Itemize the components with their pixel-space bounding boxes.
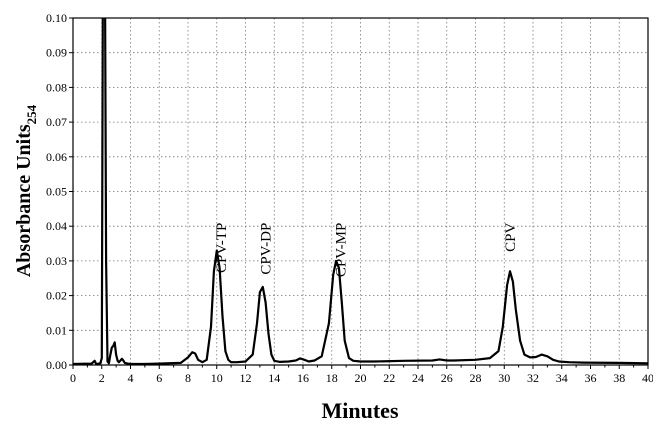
plot-frame [72, 17, 649, 366]
x-tick-label: 4 [128, 371, 134, 385]
x-tick-label: 12 [240, 371, 252, 385]
y-axis-title-main: Absorbance Units [13, 124, 35, 277]
x-tick-label: 18 [326, 371, 338, 385]
x-tick-label: 26 [441, 371, 453, 385]
x-axis-title: Minutes [322, 398, 399, 421]
y-tick-label: 0.01 [46, 323, 67, 337]
x-tick-label: 28 [470, 371, 482, 385]
x-axis-ticks: 0 2 4 6 8 10 12 14 16 18 20 22 24 26 28 30 32 34 36 38 40 [70, 365, 653, 385]
x-tick-label: 10 [211, 371, 223, 385]
x-tick-label: 22 [383, 371, 395, 385]
y-tick-label: 0.02 [46, 289, 67, 303]
x-tick-label: 24 [412, 371, 424, 385]
x-tick-label: 40 [642, 371, 653, 385]
x-tick-label: 2 [99, 371, 105, 385]
y-tick-label: 0.10 [46, 11, 67, 25]
y-tick-label: 0.03 [46, 254, 67, 268]
y-tick-label: 0.08 [46, 80, 67, 94]
x-tick-label: 36 [585, 371, 597, 385]
x-tick-label: 6 [156, 371, 162, 385]
peak-label: CPV [503, 223, 519, 252]
x-tick-label: 32 [527, 371, 539, 385]
x-tick-label: 34 [556, 371, 568, 385]
y-tick-label: 0.04 [46, 219, 67, 233]
y-tick-label: 0.06 [46, 150, 67, 164]
y-axis-title-subscript: 254 [24, 104, 39, 124]
x-tick-label: 8 [185, 371, 191, 385]
x-tick-label: 38 [613, 371, 625, 385]
x-tick-label: 0 [70, 371, 76, 385]
peak-label: CPV-DP [259, 223, 275, 275]
peak-label: CPV-MP [333, 223, 349, 277]
x-tick-label: 20 [355, 371, 367, 385]
y-tick-label: 0.05 [46, 185, 67, 199]
x-tick-label: 16 [297, 371, 309, 385]
y-tick-label: 0.09 [46, 46, 67, 60]
y-tick-label: 0.07 [46, 115, 67, 129]
peak-label: CPV-TP [214, 223, 230, 273]
x-tick-label: 30 [498, 371, 510, 385]
y-axis-title: Absorbance Units254 [13, 104, 39, 277]
y-tick-label: 0.00 [46, 358, 67, 372]
y-axis-ticks: 0.00 0.01 0.02 0.03 0.04 0.05 0.06 0.07 0.08 0.09… [46, 11, 73, 372]
absorbance-trace [73, 18, 648, 365]
x-tick-label: 14 [268, 371, 280, 385]
peak-labels: CPV-TP CPV-DP CPV-MP CPV [214, 223, 519, 278]
